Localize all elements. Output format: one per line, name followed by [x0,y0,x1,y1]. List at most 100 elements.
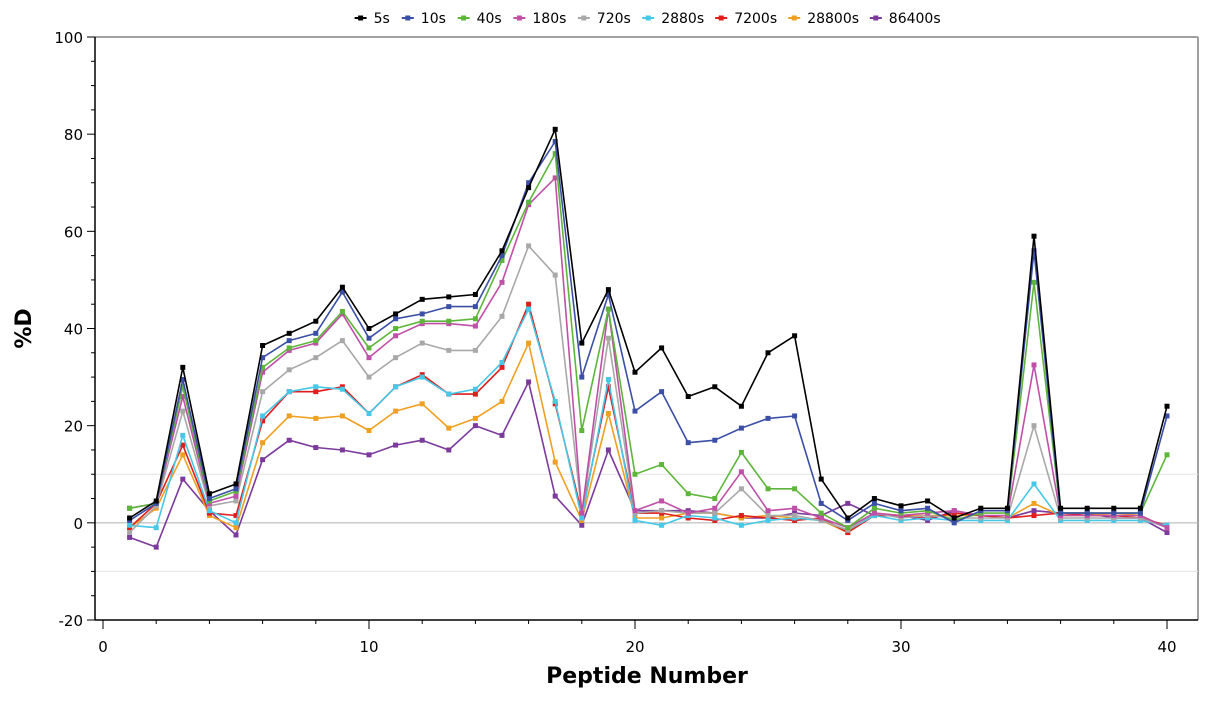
data-point [339,447,345,453]
data-point [1164,525,1170,531]
data-point [419,296,425,302]
x-tick-label: 30 [891,638,910,656]
data-point [1031,423,1037,429]
data-point [526,306,532,312]
data-point [499,253,505,259]
data-point [366,374,372,380]
data-point [1058,505,1064,511]
legend-item-40s: 40s [457,11,502,27]
data-point [127,505,133,511]
data-point [792,505,798,511]
data-point [180,384,186,390]
legend-label: 5s [374,11,390,27]
data-point [632,369,638,375]
data-point [499,398,505,404]
legend-item-7200s: 7200s [715,11,777,27]
data-point [1004,505,1010,511]
data-point [206,491,212,497]
data-point [685,394,691,400]
legend-label: 180s [532,11,566,27]
data-point [127,534,133,540]
y-tick-label: 80 [64,126,83,144]
data-point [153,544,159,550]
data-point [526,379,532,385]
legend-label: 720s [597,11,631,27]
legend-swatch-marker [645,15,651,21]
data-point [552,459,558,465]
data-point [951,515,957,521]
data-point [1031,500,1037,506]
legend-swatch-marker [581,15,587,21]
data-point [765,486,771,492]
data-point [738,513,744,519]
series-line [129,140,1168,524]
data-point [1058,510,1064,516]
data-point [286,338,292,344]
data-point [472,415,478,421]
data-point [1164,403,1170,409]
legend-label: 86400s [889,11,941,27]
data-point [499,248,505,254]
y-tick-label: 0 [73,515,83,533]
y-tick-label: 20 [64,418,83,436]
data-point [419,318,425,324]
data-point [472,291,478,297]
data-point [419,340,425,346]
data-point [845,525,851,531]
data-point [127,515,133,521]
data-point [366,452,372,458]
x-tick-label: 20 [625,638,644,656]
data-point [712,505,718,511]
data-point [659,498,665,504]
data-point [446,447,452,453]
data-point [738,403,744,409]
data-point [898,503,904,509]
data-point [659,389,665,395]
data-point [419,401,425,407]
data-point [446,318,452,324]
data-point [366,428,372,434]
data-point [366,326,372,331]
data-point [393,442,399,448]
data-point [818,476,824,482]
data-point [1031,248,1037,254]
data-point [845,500,851,506]
data-point [180,432,186,438]
data-point [286,389,292,395]
x-tick-label: 0 [98,638,108,656]
data-point [472,323,478,329]
legend-item-28800s: 28800s [788,11,859,27]
data-point [260,343,266,349]
data-point [738,425,744,431]
data-point [313,338,319,344]
data-point [712,510,718,516]
data-point [526,340,532,346]
data-point [1137,510,1143,516]
data-point [712,515,718,521]
series-line [129,308,1168,531]
data-point [738,449,744,455]
data-point [792,486,798,492]
data-point [1164,530,1170,536]
data-point [579,340,585,346]
data-point [446,347,452,353]
data-point [180,442,186,448]
legend-swatch-marker [405,15,411,21]
data-point [366,335,372,341]
data-point [632,471,638,477]
data-point [393,384,399,390]
data-point [579,515,585,521]
data-point [393,333,399,339]
data-point [233,532,239,538]
data-point [339,284,345,290]
data-point [1137,505,1143,511]
data-point [526,301,532,307]
data-point [685,491,691,497]
data-point [313,355,319,361]
data-point [499,279,505,285]
data-point [738,486,744,492]
data-point [499,313,505,319]
data-point [233,498,239,504]
legend-label: 40s [477,11,502,27]
data-point [366,411,372,417]
